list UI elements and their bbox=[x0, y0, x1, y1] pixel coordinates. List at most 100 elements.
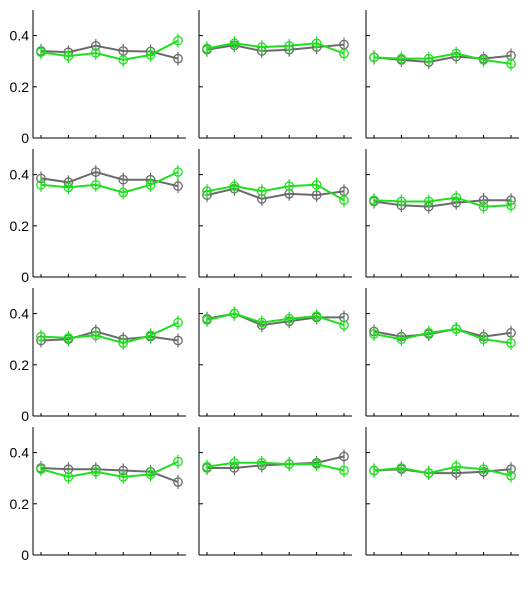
data-point-green bbox=[229, 181, 240, 191]
data-point-green bbox=[63, 182, 74, 193]
y-tick-label: 0.4 bbox=[10, 167, 30, 183]
data-point-green bbox=[90, 48, 101, 58]
panel-r4-c2 bbox=[198, 427, 352, 556]
panel-r1-c3 bbox=[365, 10, 519, 139]
data-point-green bbox=[229, 308, 240, 319]
data-point-green bbox=[423, 196, 434, 207]
data-point-green bbox=[118, 55, 129, 65]
data-point-green bbox=[284, 459, 295, 469]
panel-r3-c3 bbox=[365, 288, 519, 417]
series-line-gray bbox=[40, 170, 179, 188]
panel-r2-c3 bbox=[365, 149, 519, 278]
data-point-green bbox=[145, 469, 156, 480]
data-point-green bbox=[451, 192, 462, 203]
data-point-green bbox=[173, 456, 183, 467]
data-point-gray bbox=[173, 477, 183, 487]
data-point-green bbox=[506, 58, 516, 69]
data-point-green bbox=[478, 334, 489, 345]
data-point-green bbox=[118, 472, 129, 482]
data-point-green bbox=[339, 465, 349, 476]
panel-r3-c2 bbox=[198, 288, 352, 417]
series-line-green bbox=[206, 42, 345, 55]
data-point-green bbox=[202, 43, 212, 54]
data-point-green bbox=[202, 461, 212, 472]
data-point-green bbox=[451, 48, 462, 59]
panel-r3-c1: 0 0.2 0.4 bbox=[10, 288, 186, 424]
data-point-green bbox=[284, 181, 295, 191]
panel-r4-c3 bbox=[365, 427, 519, 556]
panel-r2-c2 bbox=[198, 149, 352, 278]
y-tick-label: 0.4 bbox=[10, 306, 30, 322]
data-point-green bbox=[145, 179, 156, 190]
y-tick-label: 0.4 bbox=[10, 28, 30, 44]
panel-r1-c1: 0 0.2 0.4 bbox=[10, 10, 186, 146]
data-point-green bbox=[423, 53, 434, 64]
data-point-green bbox=[229, 38, 240, 49]
data-point-green bbox=[36, 47, 46, 58]
data-point-green bbox=[451, 324, 462, 334]
data-point-green bbox=[396, 463, 407, 473]
data-point-green bbox=[256, 457, 267, 468]
series-line-green bbox=[206, 183, 345, 202]
data-point-green bbox=[173, 317, 183, 328]
panel-r2-c1: 0 0.2 0.4 bbox=[10, 149, 186, 285]
data-point-green bbox=[478, 464, 489, 475]
y-tick-label: 0 bbox=[21, 130, 29, 146]
data-point-green bbox=[311, 38, 322, 49]
series-line-gray bbox=[206, 187, 345, 200]
data-point-green bbox=[423, 468, 434, 478]
y-tick-label: 0.2 bbox=[10, 79, 30, 95]
data-point-green bbox=[202, 315, 212, 325]
data-point-green bbox=[63, 333, 74, 343]
data-point-green bbox=[118, 338, 129, 348]
data-point-green bbox=[118, 187, 129, 198]
data-point-green bbox=[63, 472, 74, 482]
y-tick-label: 0 bbox=[21, 408, 29, 424]
data-point-green bbox=[63, 51, 74, 61]
data-point-green bbox=[311, 311, 322, 322]
data-point-green bbox=[369, 52, 379, 63]
panel-r1-c2 bbox=[198, 10, 352, 139]
data-point-green bbox=[339, 195, 349, 206]
data-point-green bbox=[339, 48, 349, 59]
data-point-green bbox=[284, 313, 295, 324]
series-line-green bbox=[373, 465, 512, 477]
data-point-green bbox=[478, 55, 489, 65]
y-tick-label: 0 bbox=[21, 547, 29, 563]
data-point-green bbox=[478, 201, 489, 212]
data-point-green bbox=[396, 53, 407, 64]
y-tick-label: 0 bbox=[21, 269, 29, 285]
data-point-green bbox=[202, 186, 212, 197]
data-point-gray bbox=[339, 451, 349, 462]
data-point-green bbox=[173, 35, 183, 46]
data-point-green bbox=[423, 327, 434, 338]
data-point-green bbox=[284, 40, 295, 51]
data-point-gray bbox=[173, 181, 183, 191]
data-point-green bbox=[396, 334, 407, 345]
data-point-green bbox=[369, 195, 379, 206]
data-point-green bbox=[145, 330, 156, 341]
y-tick-label: 0.2 bbox=[10, 496, 30, 512]
y-tick-label: 0.2 bbox=[10, 218, 30, 234]
data-point-green bbox=[36, 179, 46, 190]
data-point-gray bbox=[118, 174, 129, 185]
data-point-green bbox=[173, 167, 183, 177]
data-point-green bbox=[90, 179, 101, 190]
data-point-gray bbox=[173, 53, 183, 64]
data-point-green bbox=[36, 464, 46, 475]
data-point-green bbox=[311, 459, 322, 469]
series-line-green bbox=[206, 461, 345, 472]
data-point-green bbox=[229, 457, 240, 468]
y-tick-label: 0.4 bbox=[10, 445, 30, 461]
data-point-green bbox=[256, 186, 267, 197]
panel-r4-c1: 0 0.2 0.4 bbox=[10, 427, 186, 563]
data-point-green bbox=[506, 338, 516, 348]
data-point-green bbox=[396, 196, 407, 207]
data-point-green bbox=[506, 200, 516, 211]
data-point-green bbox=[506, 470, 516, 481]
data-point-gray bbox=[90, 167, 101, 177]
data-point-green bbox=[145, 49, 156, 60]
data-point-green bbox=[311, 179, 322, 190]
data-point-green bbox=[339, 320, 349, 330]
